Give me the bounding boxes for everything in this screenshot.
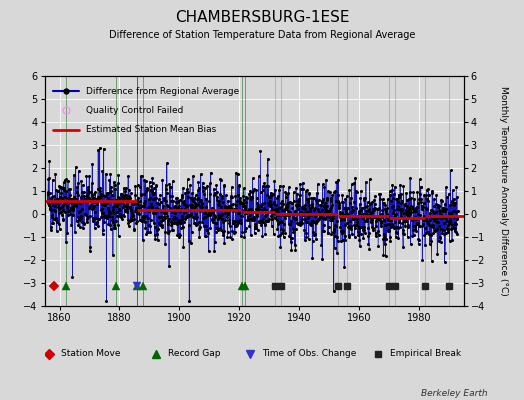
Text: CHAMBERSBURG-1ESE: CHAMBERSBURG-1ESE [174, 10, 350, 25]
Text: Record Gap: Record Gap [168, 350, 221, 358]
Text: Time of Obs. Change: Time of Obs. Change [263, 350, 357, 358]
Text: Empirical Break: Empirical Break [390, 350, 462, 358]
Y-axis label: Monthly Temperature Anomaly Difference (°C): Monthly Temperature Anomaly Difference (… [499, 86, 508, 296]
Text: Station Move: Station Move [61, 350, 121, 358]
Text: Berkeley Earth: Berkeley Earth [421, 389, 487, 398]
Text: Difference of Station Temperature Data from Regional Average: Difference of Station Temperature Data f… [109, 30, 415, 40]
